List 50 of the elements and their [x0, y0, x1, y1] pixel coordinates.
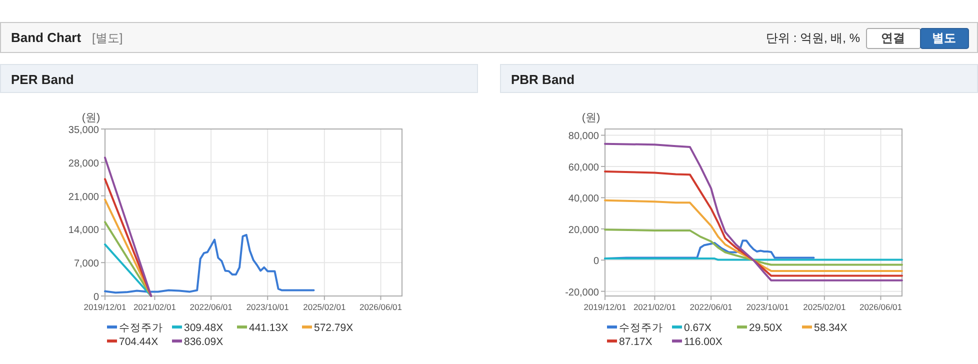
- legend-label: 309.48X: [184, 322, 224, 334]
- line-series: [604, 142, 903, 282]
- x-tick-label: 2021/02/01: [633, 302, 676, 312]
- text: Band Chart: [11, 30, 82, 45]
- y-tick-label: 28,000: [68, 158, 100, 170]
- x-tick-label: 2022/06/01: [190, 302, 233, 312]
- legend-label: 58.34X: [814, 322, 848, 334]
- x-tick-label: 2021/02/01: [133, 302, 176, 312]
- line-series: [604, 170, 903, 277]
- y-tick-label: 21,000: [68, 192, 100, 203]
- legend-label: 87.17X: [619, 336, 652, 348]
- y-tick-label: -20,000: [565, 287, 600, 298]
- legend-label: 29.50X: [749, 322, 782, 334]
- text: 별도: [932, 31, 956, 45]
- x-tick-label: 2019/12/01: [84, 302, 127, 312]
- x-tick-label: 2022/06/01: [690, 302, 733, 312]
- x-tick-label: 2025/02/01: [803, 302, 846, 312]
- y-tick-label: 20,000: [568, 224, 600, 236]
- legend-label: 572.79X: [314, 322, 354, 334]
- y-axis-title: (원): [82, 112, 100, 124]
- chart-title: PBR Band: [511, 72, 575, 87]
- x-tick-label: 2023/10/01: [246, 302, 290, 312]
- y-axis-title: (원): [582, 112, 600, 124]
- legend-label: 수정주가: [119, 322, 163, 334]
- y-tick-label: 40,000: [568, 194, 600, 205]
- y-tick-label: 60,000: [568, 162, 600, 174]
- x-tick-label: 2025/02/01: [303, 302, 346, 312]
- y-tick-label: 80,000: [568, 131, 600, 142]
- x-tick-label: 2026/06/01: [859, 302, 902, 312]
- legend-label: 704.44X: [119, 336, 158, 348]
- line-series: [604, 199, 903, 272]
- y-tick-label: 14,000: [68, 225, 100, 236]
- line-series: [604, 228, 903, 266]
- x-tick-label: 2026/06/01: [359, 302, 402, 312]
- line-series: [104, 234, 315, 294]
- legend-label: 116.00X: [684, 336, 722, 348]
- text: 단위 : 억원, 배, %: [766, 31, 860, 45]
- legend-label: 0.67X: [684, 322, 712, 334]
- y-tick-label: 35,000: [68, 125, 100, 136]
- text: 연결: [881, 31, 905, 45]
- text: [별도]: [92, 31, 123, 45]
- y-tick-label: 0: [593, 256, 600, 268]
- legend-label: 수정주가: [619, 322, 663, 334]
- x-tick-label: 2019/12/01: [584, 302, 627, 312]
- legend-label: 836.09X: [184, 336, 224, 348]
- chart-title: PER Band: [11, 72, 74, 87]
- y-tick-label: 0: [93, 292, 100, 303]
- x-tick-label: 2023/10/01: [746, 302, 790, 312]
- legend-label: 441.13X: [249, 322, 288, 334]
- y-tick-label: 7,000: [74, 258, 100, 270]
